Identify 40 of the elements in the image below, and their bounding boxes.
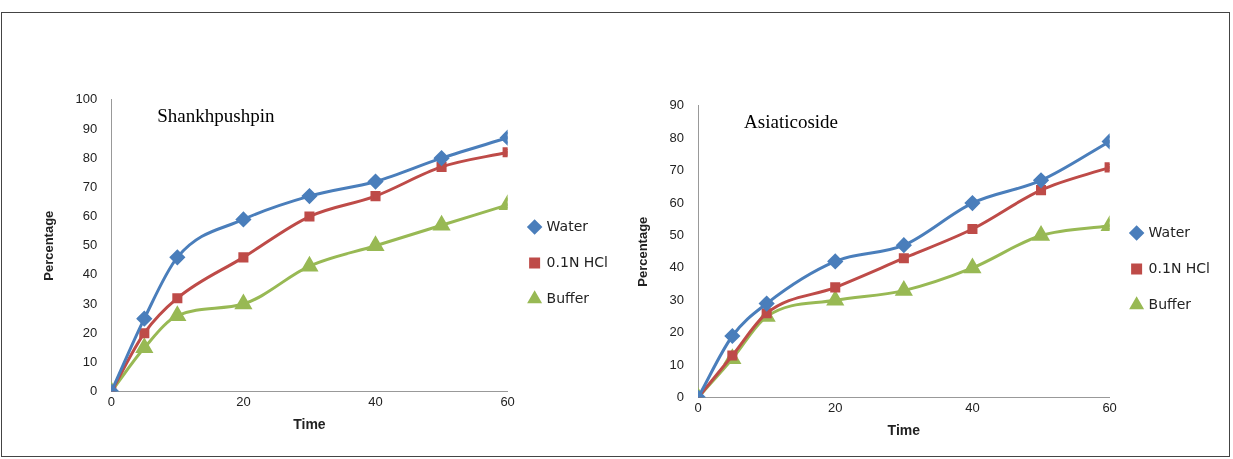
y-tick-label: 10 [669,356,685,372]
y-tick-label: 90 [82,120,98,136]
y-tick-label: 80 [82,149,98,165]
x-tick-label: 60 [500,393,515,409]
legend-label: Water [1148,223,1191,240]
legend-label: 0.1N HCl [546,253,609,270]
x-axis-title: Time [293,416,326,433]
x-tick-label: 60 [1102,399,1117,415]
legend-label: 0.1N HCl [1148,259,1211,276]
x-tick-label: 40 [368,393,383,409]
y-tick-label: 100 [75,91,98,107]
y-axis-title: Percentage [41,210,57,281]
y-axis-title: Percentage [635,216,651,287]
y-tick-label: 30 [82,295,98,311]
chart-title: Shankhpushpin [157,105,275,127]
x-tick-label: 20 [236,393,251,409]
x-tick-label: 20 [828,399,843,415]
y-tick-label: 40 [82,266,98,282]
y-tick-label: 40 [669,259,685,275]
y-tick-label: 0 [90,383,98,399]
y-tick-label: 70 [82,178,98,194]
legend-label: Buffer [546,289,590,306]
x-tick-label: 0 [694,399,702,415]
y-tick-label: 10 [82,354,98,369]
y-tick-label: 20 [669,324,685,340]
y-tick-label: 90 [669,97,685,113]
legend-label: Buffer [1148,295,1192,312]
y-tick-label: 20 [82,324,98,340]
y-tick-label: 30 [669,291,685,307]
legend-label: Water [546,217,589,234]
x-tick-label: 0 [107,393,115,409]
y-tick-label: 50 [82,237,98,253]
x-tick-label: 40 [965,399,980,415]
y-tick-label: 80 [669,129,685,145]
chart-title: Asiaticoside [744,111,838,133]
y-tick-label: 60 [82,208,98,224]
y-tick-label: 60 [669,194,685,210]
x-axis-title: Time [887,422,921,439]
y-tick-label: 50 [669,227,685,243]
y-tick-label: 70 [669,162,685,178]
